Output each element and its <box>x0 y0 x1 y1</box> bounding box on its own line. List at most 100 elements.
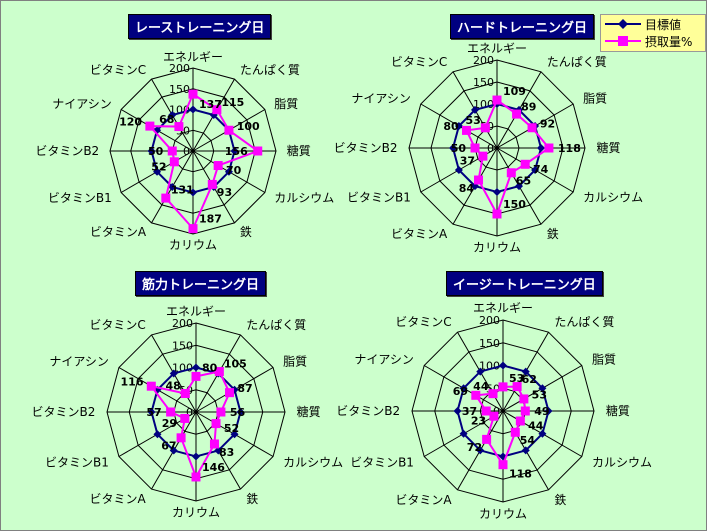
category-label: ビタミンB2 <box>32 405 96 419</box>
data-label: 118 <box>509 468 532 481</box>
data-label: 93 <box>217 186 232 199</box>
category-label: ビタミンB2 <box>336 404 400 418</box>
data-label: 116 <box>121 376 144 389</box>
data-label: 50 <box>451 142 467 155</box>
intake-point <box>191 472 201 482</box>
intake-point <box>207 179 217 189</box>
target-point <box>214 446 223 455</box>
data-label: 87 <box>237 382 252 395</box>
tick-label: 100 <box>172 362 193 375</box>
target-point <box>544 407 553 415</box>
category-label: ビタミンB2 <box>35 144 99 158</box>
target-point <box>230 430 239 439</box>
data-label: 54 <box>520 434 536 447</box>
category-label: たんぱく質 <box>246 317 306 332</box>
target-point <box>476 446 485 455</box>
intake-point <box>188 224 198 234</box>
data-label: 120 <box>119 116 142 129</box>
intake-point <box>520 406 530 416</box>
intake-point <box>492 95 502 105</box>
category-label: カルシウム <box>583 191 643 205</box>
tick-label: 150 <box>169 83 190 96</box>
category-label: ナイアシン <box>351 91 411 105</box>
intake-point <box>213 161 223 171</box>
intake-point <box>478 151 488 161</box>
target-point <box>168 182 177 191</box>
intake-point <box>498 382 508 392</box>
target-point <box>476 367 485 376</box>
tick-label: 150 <box>172 339 193 352</box>
category-label: 脂質 <box>583 90 607 105</box>
category-label: 脂質 <box>274 96 298 111</box>
data-label: 57 <box>146 406 161 419</box>
data-label: 131 <box>171 183 194 196</box>
intake-point <box>188 89 198 99</box>
intake-point <box>519 394 529 404</box>
intake-point <box>209 439 219 449</box>
category-label: カルシウム <box>283 455 343 469</box>
data-label: 52 <box>224 422 239 435</box>
data-label: 74 <box>533 163 549 176</box>
category-label: エネルギー <box>473 301 533 315</box>
data-label: 23 <box>471 415 486 428</box>
target-point <box>521 367 530 376</box>
chart-title-strength: 筋力トレーニング日 <box>135 271 267 296</box>
data-label: 62 <box>522 373 537 386</box>
intake-point <box>498 460 508 470</box>
category-label: カルシウム <box>592 455 652 469</box>
data-label: 52 <box>151 160 166 173</box>
target-point <box>192 452 200 461</box>
category-label: 鉄 <box>246 491 258 506</box>
data-label: 48 <box>166 380 181 393</box>
target-point <box>168 111 177 120</box>
data-label: 105 <box>224 358 247 371</box>
tick-label: 0 <box>186 406 193 419</box>
data-label: 70 <box>226 164 242 177</box>
target-point <box>538 384 547 393</box>
data-label: 115 <box>221 96 244 109</box>
data-label: 118 <box>558 142 581 155</box>
category-label: カリウム <box>172 506 220 520</box>
data-label: 109 <box>503 85 526 98</box>
target-point <box>454 166 463 174</box>
category-label: エネルギー <box>163 50 223 64</box>
category-label: ナイアシン <box>52 97 112 111</box>
data-label: 146 <box>202 461 225 474</box>
intake-point <box>146 381 156 391</box>
tick-label: 200 <box>473 54 494 67</box>
category-label: ビタミンA <box>395 493 452 507</box>
intake-point <box>462 125 472 135</box>
intake-point <box>224 125 234 135</box>
category-label: 鉄 <box>547 226 559 241</box>
category-label: 糖質 <box>596 140 620 155</box>
intake-point <box>253 146 263 156</box>
category-label: カリウム <box>473 240 521 254</box>
intake-point <box>145 121 155 131</box>
target-point <box>153 167 162 176</box>
target-point <box>147 408 156 416</box>
intake-point <box>489 411 499 421</box>
target-point <box>493 188 501 196</box>
legend: 目標値 摂取量% <box>600 14 706 52</box>
intake-point <box>214 367 224 377</box>
intake-point <box>480 123 490 133</box>
target-point <box>459 384 468 393</box>
legend-item-intake: 摂取量% <box>605 33 692 49</box>
tick-label: 200 <box>479 314 500 327</box>
intake-point <box>216 407 226 417</box>
category-label: 糖質 <box>606 403 630 418</box>
category-label: 糖質 <box>287 143 311 158</box>
chart-title-hard: ハードトレーニング日 <box>450 14 595 39</box>
data-label: 80 <box>202 361 218 374</box>
intake-point <box>169 157 179 167</box>
data-label: 53 <box>532 388 547 401</box>
intake-point <box>470 143 480 153</box>
category-label: ビタミンB1 <box>48 191 112 205</box>
data-label: 37 <box>462 405 477 418</box>
category-label: カルシウム <box>274 191 334 205</box>
category-label: ナイアシン <box>354 353 414 367</box>
data-label: 65 <box>516 175 531 188</box>
intake-point <box>212 105 222 115</box>
